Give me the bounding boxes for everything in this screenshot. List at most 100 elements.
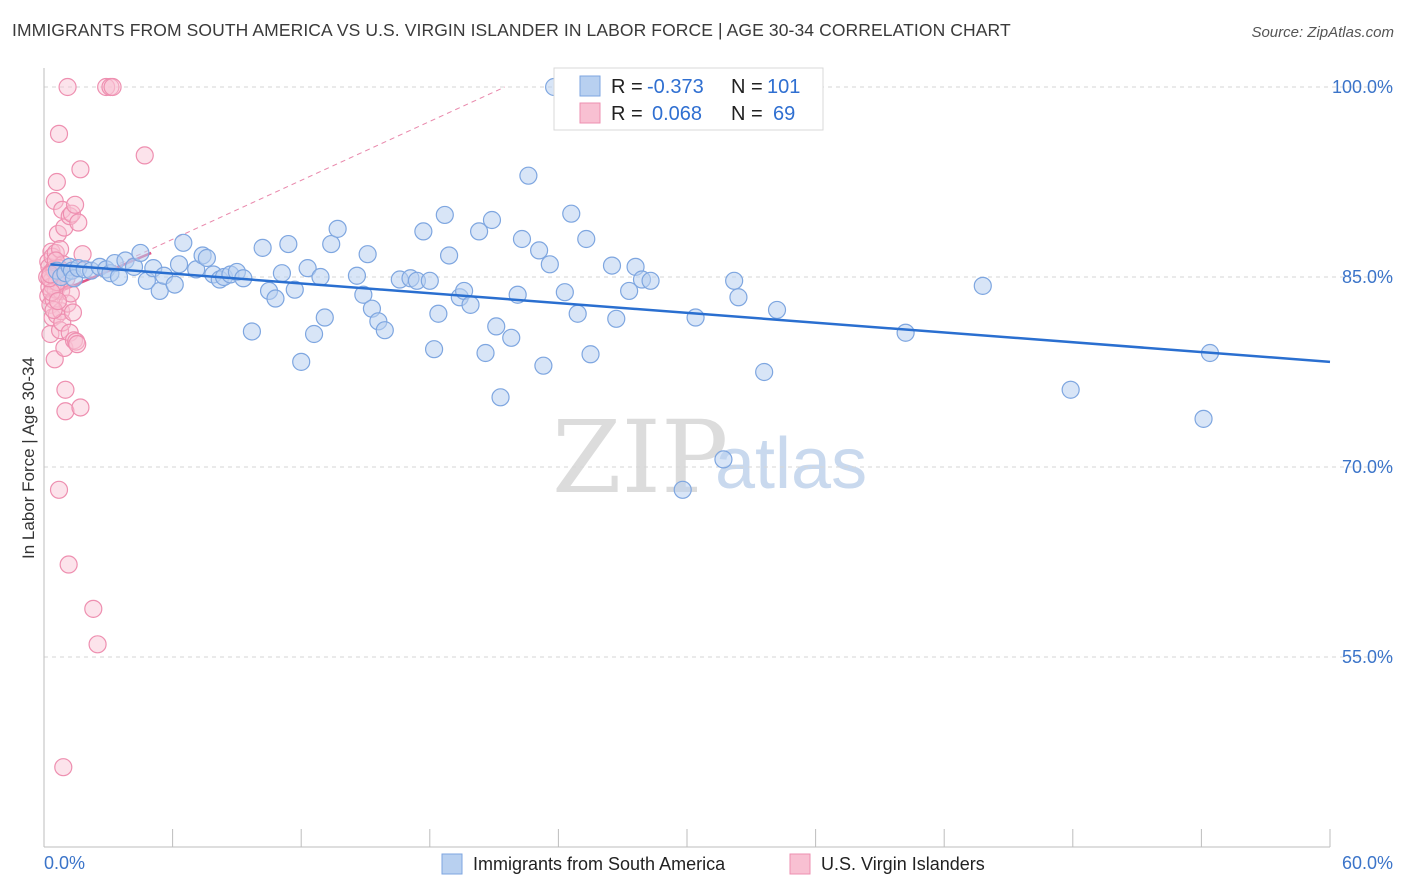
watermark-zip: ZIP — [552, 399, 728, 516]
south-america-point — [420, 271, 439, 290]
virgin-islanders-point — [49, 124, 69, 143]
south-america-point — [347, 266, 367, 285]
legend-r-value-1: -0.373 — [647, 76, 704, 98]
south-america-point — [435, 205, 454, 225]
south-america-point — [322, 234, 341, 254]
south-america-point — [568, 304, 587, 323]
south-america-trendline-solid — [50, 263, 1331, 364]
legend-swatch-south-america — [579, 75, 601, 97]
virgin-islanders-point — [71, 398, 90, 417]
legend-n-value-1: 101 — [767, 76, 800, 98]
virgin-islanders-point — [69, 213, 88, 232]
x-axis-ticks — [43, 829, 1331, 847]
south-america-point — [1194, 409, 1213, 428]
south-america-point — [534, 356, 553, 375]
bottom-legend-swatch-south-america — [441, 853, 463, 875]
south-america-point — [328, 219, 347, 238]
south-america-point — [279, 234, 298, 254]
south-america-point — [304, 324, 324, 344]
south-america-point — [755, 362, 774, 382]
south-america-point — [469, 222, 489, 241]
y-tick-label: 100.0% — [1332, 77, 1393, 97]
south-america-point — [641, 271, 660, 290]
south-america-point — [292, 352, 311, 371]
legend-r-label-2: R = — [611, 103, 643, 125]
south-america-point — [620, 281, 639, 301]
south-america-point — [767, 300, 787, 320]
south-america-point — [602, 256, 622, 275]
bottom-legend-swatch-virgin-islanders — [789, 853, 811, 875]
virgin-islanders-point — [54, 758, 73, 777]
virgin-islanders-point — [84, 599, 103, 618]
south-america-point — [272, 264, 292, 283]
virgin-islanders-point — [88, 635, 107, 654]
virgin-islanders-point — [50, 240, 70, 259]
south-america-trendline — [50, 263, 1331, 364]
chart-title: IMMIGRANTS FROM SOUTH AMERICA VS U.S. VI… — [12, 20, 1011, 40]
virgin-islanders-point — [48, 291, 68, 311]
south-america-point — [298, 259, 317, 278]
south-america-point — [253, 238, 272, 257]
legend-r-label-1: R = — [611, 76, 643, 98]
legend-n-label-1: N = — [731, 76, 763, 98]
virgin-islanders-point — [97, 77, 116, 97]
bottom-legend-label-south-america: Immigrants from South America — [473, 854, 726, 874]
south-america-point — [165, 275, 184, 294]
legend-r-value-2: 0.068 — [652, 103, 702, 125]
south-america-point — [439, 246, 459, 265]
south-america-point — [673, 480, 692, 499]
virgin-islanders-point — [56, 380, 75, 399]
series-legend: Immigrants from South America U.S. Virgi… — [441, 853, 985, 875]
south-america-point — [414, 222, 433, 241]
y-tick-label: 70.0% — [1342, 457, 1393, 477]
stats-legend: R = -0.373 N = 101 R = 0.068 N = 69 — [553, 67, 824, 131]
south-america-point — [375, 321, 394, 340]
south-america-point — [315, 308, 334, 327]
south-america-point — [577, 229, 596, 249]
virgin-islanders-point — [55, 218, 74, 237]
x-tick-label-min: 0.0% — [44, 853, 85, 873]
south-america-point — [519, 166, 538, 185]
y-tick-label: 85.0% — [1342, 267, 1393, 287]
bottom-legend-label-virgin-islanders: U.S. Virgin Islanders — [821, 854, 985, 874]
south-america-point — [540, 255, 559, 274]
south-america-point — [491, 388, 510, 407]
south-america-point — [461, 295, 480, 314]
south-america-point — [1061, 380, 1080, 399]
south-america-point — [174, 233, 193, 252]
virgin-islanders-point — [59, 555, 78, 574]
virgin-islanders-points — [38, 77, 154, 777]
south-america-point — [169, 255, 189, 274]
south-america-point — [242, 322, 262, 341]
virgin-islanders-point — [71, 160, 90, 179]
y-tick-label: 55.0% — [1342, 647, 1393, 667]
virgin-islanders-point — [56, 402, 75, 421]
legend-n-value-2: 69 — [773, 103, 795, 125]
x-tick-label-max: 60.0% — [1342, 853, 1393, 873]
virgin-islanders-point — [47, 172, 66, 192]
south-america-point — [581, 345, 600, 364]
y-axis-label: In Labor Force | Age 30-34 — [19, 357, 38, 559]
south-america-point — [266, 289, 285, 308]
south-america-point — [482, 210, 502, 230]
legend-swatch-virgin-islanders — [579, 102, 601, 124]
south-america-point — [358, 245, 377, 264]
south-america-point — [512, 229, 532, 249]
watermark-atlas: atlas — [715, 424, 867, 504]
south-america-point — [973, 276, 992, 295]
virgin-islanders-point — [42, 283, 61, 302]
south-america-point — [729, 288, 748, 307]
south-america-point — [714, 450, 733, 469]
south-america-point — [131, 243, 150, 263]
legend-n-label-2: N = — [731, 103, 763, 125]
south-america-point — [424, 340, 444, 359]
south-america-points — [47, 77, 1220, 499]
source-credit: Source: ZipAtlas.com — [1251, 24, 1394, 41]
virgin-islanders-point — [103, 77, 122, 97]
south-america-point — [311, 267, 330, 287]
virgin-islanders-point — [44, 300, 63, 320]
south-america-point — [429, 304, 448, 323]
virgin-islanders-point — [135, 146, 154, 165]
south-america-point — [607, 309, 626, 328]
